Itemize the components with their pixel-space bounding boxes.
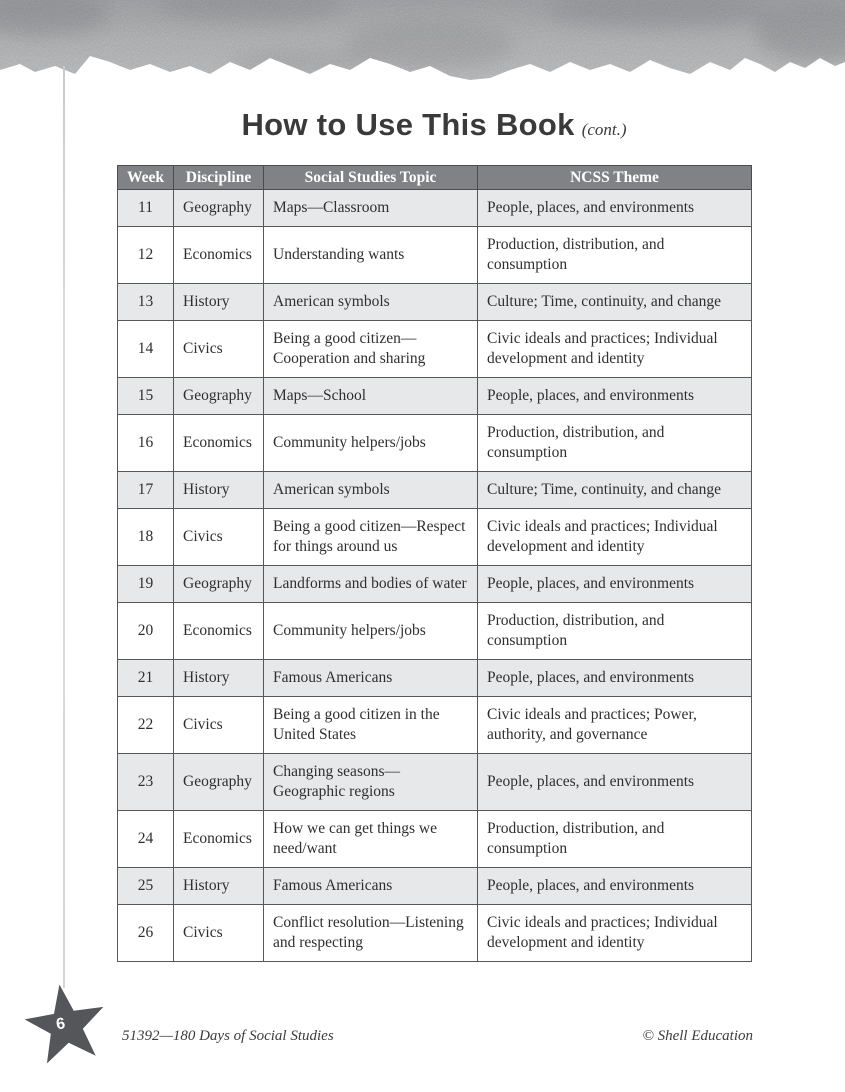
table-row: 25 History Famous Americans People, plac…	[117, 867, 752, 905]
table-row: 15 Geography Maps—School People, places,…	[117, 377, 752, 415]
cell-topic: How we can get things we need/want	[263, 810, 478, 868]
cell-week: 11	[117, 189, 174, 227]
cell-discipline: Economics	[173, 810, 264, 868]
cell-theme: Civic ideals and practices; Individual d…	[477, 904, 752, 962]
table-row: 12 Economics Understanding wants Product…	[117, 226, 752, 284]
cell-topic: American symbols	[263, 283, 478, 321]
table-row: 24 Economics How we can get things we ne…	[117, 810, 752, 868]
cell-discipline: Civics	[173, 904, 264, 962]
cell-week: 22	[117, 696, 174, 754]
col-header-week: Week	[117, 165, 174, 190]
cell-topic: Landforms and bodies of water	[263, 565, 478, 603]
cell-theme: People, places, and environments	[477, 753, 752, 811]
table-row: 16 Economics Community helpers/jobs Prod…	[117, 414, 752, 472]
page-title-text: How to Use This Book	[241, 107, 575, 142]
cell-week: 16	[117, 414, 174, 472]
cell-theme: Production, distribution, and consumptio…	[477, 810, 752, 868]
cell-theme: Civic ideals and practices; Power, autho…	[477, 696, 752, 754]
table-row: 19 Geography Landforms and bodies of wat…	[117, 565, 752, 603]
pacing-table: Week Discipline Social Studies Topic NCS…	[117, 165, 752, 962]
cell-week: 23	[117, 753, 174, 811]
cell-discipline: History	[173, 283, 264, 321]
cell-theme: People, places, and environments	[477, 659, 752, 697]
cell-topic: Maps—School	[263, 377, 478, 415]
cell-week: 21	[117, 659, 174, 697]
cell-week: 15	[117, 377, 174, 415]
cell-week: 19	[117, 565, 174, 603]
table-row: 23 Geography Changing seasons—Geographic…	[117, 753, 752, 811]
cell-discipline: History	[173, 471, 264, 509]
cell-topic: Changing seasons—Geographic regions	[263, 753, 478, 811]
cell-week: 13	[117, 283, 174, 321]
cell-topic: American symbols	[263, 471, 478, 509]
cell-discipline: Civics	[173, 696, 264, 754]
cell-topic: Understanding wants	[263, 226, 478, 284]
cell-theme: Culture; Time, continuity, and change	[477, 471, 752, 509]
page-title-cont: (cont.)	[581, 120, 627, 139]
star-shape	[24, 984, 104, 1064]
cell-topic: Community helpers/jobs	[263, 602, 478, 660]
page-title: How to Use This Book (cont.)	[117, 107, 751, 155]
cell-topic: Community helpers/jobs	[263, 414, 478, 472]
page-fold-line	[63, 66, 65, 988]
table-row: 21 History Famous Americans People, plac…	[117, 659, 752, 697]
cell-theme: People, places, and environments	[477, 867, 752, 905]
footer-publisher: © Shell Education	[642, 1028, 753, 1044]
cell-theme: People, places, and environments	[477, 565, 752, 603]
cell-theme: Civic ideals and practices; Individual d…	[477, 508, 752, 566]
cell-theme: People, places, and environments	[477, 189, 752, 227]
cell-topic: Being a good citizen—Cooperation and sha…	[263, 320, 478, 378]
table-row: 17 History American symbols Culture; Tim…	[117, 471, 752, 509]
cell-week: 14	[117, 320, 174, 378]
table-row: 14 Civics Being a good citizen—Cooperati…	[117, 320, 752, 378]
table-row: 13 History American symbols Culture; Tim…	[117, 283, 752, 321]
cell-discipline: History	[173, 867, 264, 905]
cell-discipline: Geography	[173, 189, 264, 227]
cell-week: 18	[117, 508, 174, 566]
table-body: 11 Geography Maps—Classroom People, plac…	[117, 189, 752, 962]
table-row: 18 Civics Being a good citizen—Respect f…	[117, 508, 752, 566]
cell-discipline: Economics	[173, 602, 264, 660]
cell-topic: Famous Americans	[263, 867, 478, 905]
cell-discipline: Geography	[173, 377, 264, 415]
table-header-row: Week Discipline Social Studies Topic NCS…	[117, 165, 752, 190]
cell-week: 26	[117, 904, 174, 962]
col-header-theme: NCSS Theme	[477, 165, 752, 190]
torn-paper-edge	[0, 0, 845, 80]
col-header-topic: Social Studies Topic	[263, 165, 478, 190]
cell-topic: Conflict resolution—Listening and respec…	[263, 904, 478, 962]
cell-discipline: Economics	[173, 414, 264, 472]
cell-theme: Civic ideals and practices; Individual d…	[477, 320, 752, 378]
cell-theme: Production, distribution, and consumptio…	[477, 226, 752, 284]
cell-topic: Famous Americans	[263, 659, 478, 697]
table-row: 22 Civics Being a good citizen in the Un…	[117, 696, 752, 754]
cell-week: 12	[117, 226, 174, 284]
cell-topic: Being a good citizen—Respect for things …	[263, 508, 478, 566]
cell-discipline: Civics	[173, 508, 264, 566]
page-number: 6	[55, 1015, 67, 1033]
cell-discipline: Economics	[173, 226, 264, 284]
cell-discipline: Geography	[173, 753, 264, 811]
star-icon: 6	[24, 984, 104, 1064]
table-row: 11 Geography Maps—Classroom People, plac…	[117, 189, 752, 227]
cell-week: 25	[117, 867, 174, 905]
cell-week: 20	[117, 602, 174, 660]
cell-topic: Being a good citizen in the United State…	[263, 696, 478, 754]
footer-book-id: 51392—180 Days of Social Studies	[122, 1028, 334, 1044]
table-row: 20 Economics Community helpers/jobs Prod…	[117, 602, 752, 660]
cell-discipline: Civics	[173, 320, 264, 378]
cell-theme: Production, distribution, and consumptio…	[477, 602, 752, 660]
cell-week: 24	[117, 810, 174, 868]
cell-theme: Production, distribution, and consumptio…	[477, 414, 752, 472]
cell-theme: Culture; Time, continuity, and change	[477, 283, 752, 321]
cell-topic: Maps—Classroom	[263, 189, 478, 227]
cell-discipline: Geography	[173, 565, 264, 603]
cell-week: 17	[117, 471, 174, 509]
col-header-discipline: Discipline	[173, 165, 264, 190]
cell-theme: People, places, and environments	[477, 377, 752, 415]
cell-discipline: History	[173, 659, 264, 697]
table-row: 26 Civics Conflict resolution—Listening …	[117, 904, 752, 962]
